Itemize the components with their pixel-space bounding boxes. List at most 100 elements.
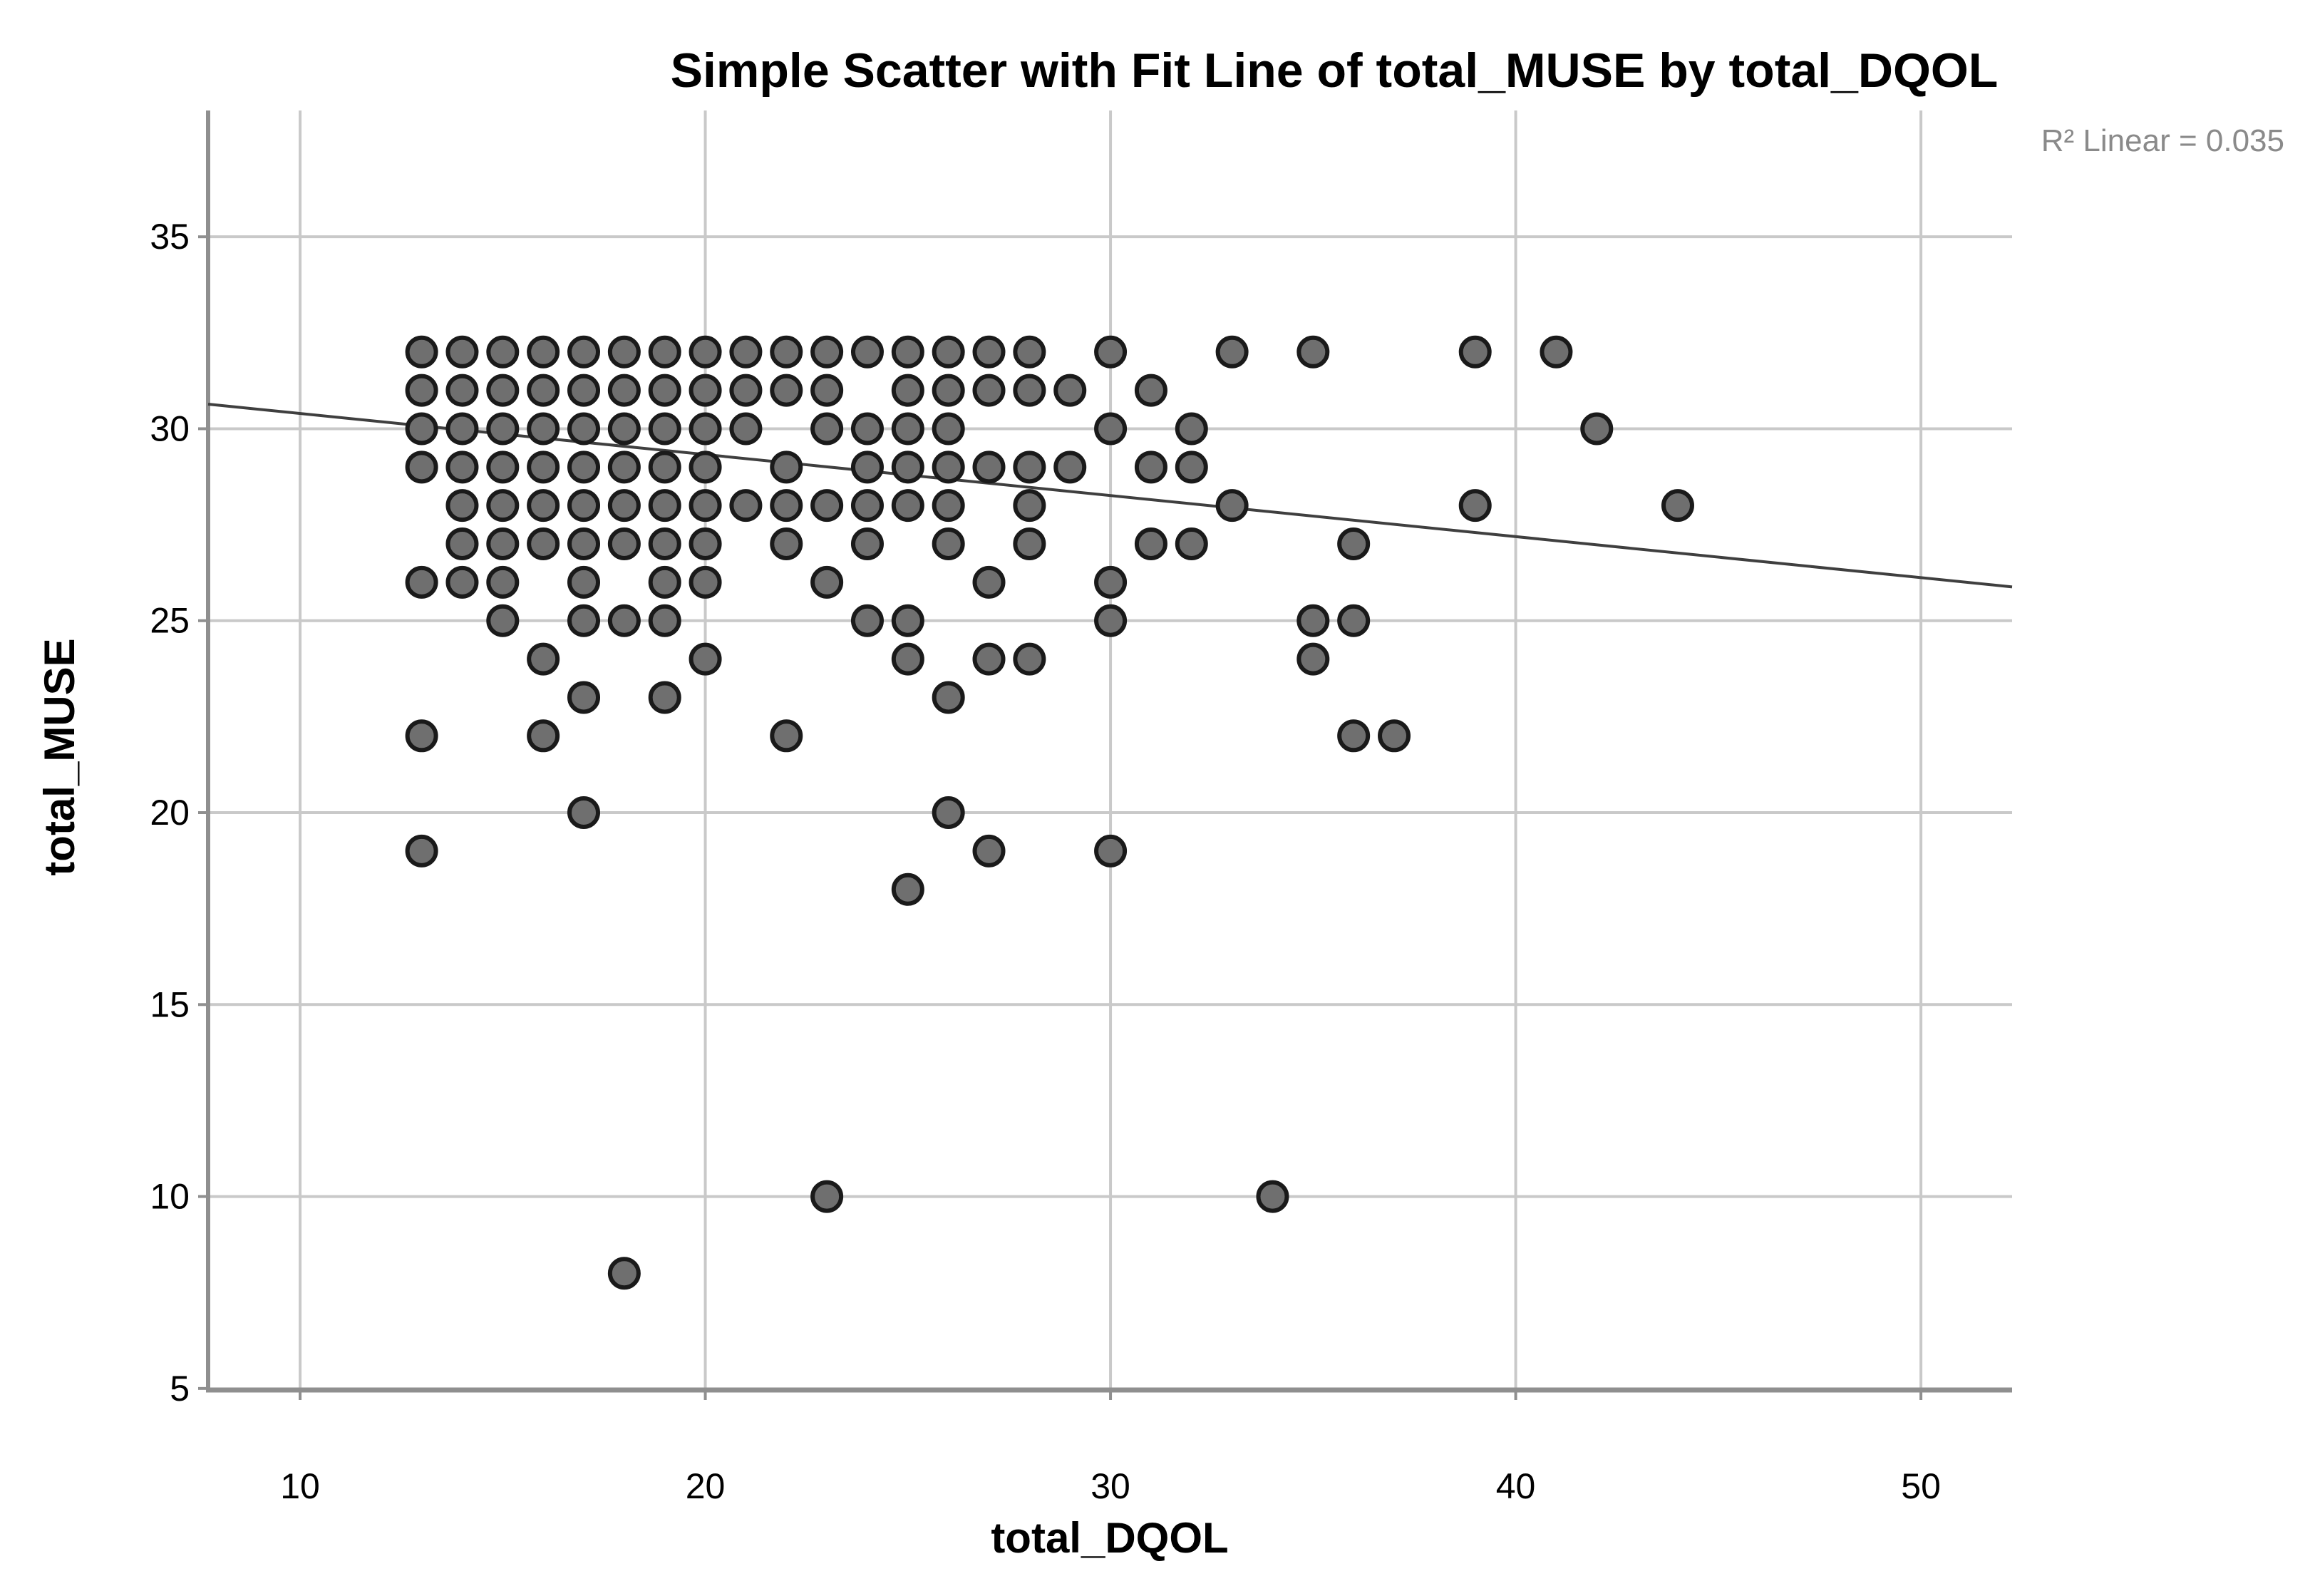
x-tick-label: 10: [280, 1466, 320, 1506]
y-tick-label: 35: [150, 217, 190, 257]
data-point: [1215, 335, 1249, 369]
data-point: [648, 527, 681, 561]
y-axis-label: total_MUSE: [36, 638, 83, 875]
data-point: [891, 451, 924, 484]
data-point: [648, 451, 681, 484]
data-point: [850, 335, 884, 369]
data-point: [607, 412, 641, 446]
data-point: [1337, 527, 1371, 561]
x-axis-label: total_DQOL: [991, 1514, 1228, 1562]
data-point: [770, 451, 803, 484]
data-point: [850, 451, 884, 484]
data-point: [810, 489, 844, 522]
data-points-layer: [405, 335, 1694, 1290]
x-tick-label: 30: [1091, 1466, 1130, 1506]
data-point: [1013, 642, 1046, 676]
y-tick-label: 15: [150, 984, 190, 1024]
data-point: [607, 527, 641, 561]
data-point: [689, 374, 722, 407]
data-point: [567, 681, 601, 714]
data-point: [1458, 335, 1492, 369]
data-point: [607, 451, 641, 484]
data-point: [689, 412, 722, 446]
x-tick-label: 50: [1901, 1466, 1941, 1506]
data-point: [1296, 335, 1330, 369]
data-point: [567, 489, 601, 522]
data-point: [1580, 412, 1614, 446]
data-point: [972, 642, 1006, 676]
data-point: [810, 1180, 844, 1213]
data-point: [445, 412, 479, 446]
data-point: [648, 374, 681, 407]
data-point: [445, 489, 479, 522]
data-point: [567, 335, 601, 369]
data-point: [689, 527, 722, 561]
data-point: [850, 527, 884, 561]
data-point: [486, 335, 520, 369]
data-point: [972, 565, 1006, 599]
data-point: [850, 412, 884, 446]
data-point: [1175, 412, 1208, 446]
data-point: [527, 451, 560, 484]
data-point: [486, 565, 520, 599]
data-point: [1094, 834, 1128, 867]
data-point: [527, 335, 560, 369]
data-point: [932, 527, 965, 561]
data-point: [1094, 565, 1128, 599]
data-point: [729, 335, 763, 369]
data-point: [527, 719, 560, 753]
data-point: [527, 374, 560, 407]
data-point: [1540, 335, 1573, 369]
data-point: [1256, 1180, 1289, 1213]
data-point: [932, 451, 965, 484]
data-point: [810, 335, 844, 369]
data-point: [770, 374, 803, 407]
data-point: [1337, 604, 1371, 637]
data-point: [405, 834, 438, 867]
data-point: [567, 527, 601, 561]
data-point: [729, 374, 763, 407]
data-point: [1053, 451, 1087, 484]
data-point: [445, 565, 479, 599]
data-point: [648, 681, 681, 714]
data-point: [486, 527, 520, 561]
data-point: [689, 489, 722, 522]
data-point: [1458, 489, 1492, 522]
data-point: [770, 527, 803, 561]
data-point: [1134, 451, 1167, 484]
data-point: [1175, 451, 1208, 484]
data-point: [972, 451, 1006, 484]
data-point: [729, 412, 763, 446]
data-point: [932, 412, 965, 446]
data-point: [891, 872, 924, 906]
data-point: [1013, 374, 1046, 407]
data-point: [607, 489, 641, 522]
data-point: [891, 604, 924, 637]
data-point: [486, 451, 520, 484]
data-point: [891, 642, 924, 676]
data-point: [607, 1257, 641, 1290]
data-point: [1053, 374, 1087, 407]
data-point: [1337, 719, 1371, 753]
data-point: [648, 489, 681, 522]
data-point: [1215, 489, 1249, 522]
data-point: [486, 489, 520, 522]
data-point: [1378, 719, 1411, 753]
data-point: [648, 335, 681, 369]
data-point: [1296, 642, 1330, 676]
chart-title: Simple Scatter with Fit Line of total_MU…: [671, 43, 1999, 98]
tick-labels-layer: 10 20 30 40 50 5 10 15 20 25 30 35: [150, 217, 1941, 1506]
data-point: [1094, 412, 1128, 446]
data-point: [891, 374, 924, 407]
data-point: [567, 796, 601, 830]
data-point: [648, 412, 681, 446]
data-point: [891, 335, 924, 369]
data-point: [567, 451, 601, 484]
data-point: [567, 412, 601, 446]
data-point: [527, 527, 560, 561]
data-point: [1013, 451, 1046, 484]
data-point: [1296, 604, 1330, 637]
data-point: [1134, 527, 1167, 561]
